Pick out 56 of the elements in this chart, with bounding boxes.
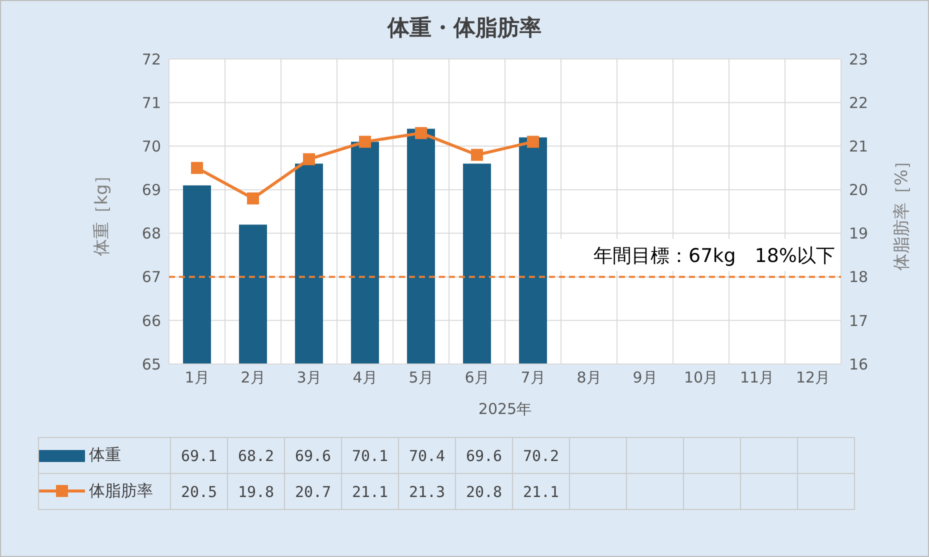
x-tick-label: 10月	[684, 368, 718, 387]
y2-tick-label: 23	[849, 50, 868, 68]
y2-tick-label: 18	[849, 268, 868, 286]
x-tick-label: 12月	[796, 368, 830, 387]
y2-tick-label: 21	[849, 137, 868, 156]
data-label: 68.2	[228, 438, 284, 474]
legend-label: 体脂肪率	[89, 480, 153, 502]
data-label: 70.2	[512, 438, 570, 474]
point	[471, 148, 483, 161]
y2-tick-label: 16	[849, 355, 868, 374]
y-tick-label: 65	[142, 355, 161, 374]
x-tick-label: 1月	[184, 368, 210, 387]
y-tick-label: 69	[142, 181, 161, 200]
y-tick-label: 70	[142, 137, 161, 156]
point	[247, 192, 259, 204]
x-tick-label: 2月	[240, 368, 266, 387]
x-tick-label: 4月	[352, 368, 378, 387]
data-label: 69.6	[284, 438, 342, 474]
y2-axis-title: 体脂肪率［%］	[892, 152, 912, 271]
x-tick-label: 7月	[520, 368, 546, 387]
data-label: 70.4	[398, 438, 456, 474]
y2-tick-label: 20	[849, 181, 868, 200]
y2-tick-label: 17	[849, 312, 868, 330]
data-label: 21.1	[342, 474, 398, 510]
point	[303, 153, 315, 166]
chart-title: 体重・体脂肪率	[386, 14, 542, 43]
data-label: 21.3	[398, 474, 456, 510]
data-label: 70.1	[342, 438, 398, 474]
y-axis-title: 体重［kg］	[92, 167, 112, 256]
point	[191, 162, 203, 174]
point	[359, 136, 371, 148]
data-label: 20.7	[284, 474, 342, 510]
point	[415, 127, 427, 140]
x-tick-label: 6月	[464, 368, 490, 387]
ref-line-label: 年間目標：67kg 18%以下	[594, 244, 835, 267]
data-label: 20.8	[456, 474, 512, 510]
legend-label: 体重	[89, 445, 121, 466]
y-tick-label: 71	[142, 94, 161, 112]
x-tick-label: 3月	[296, 368, 322, 387]
y-tick-label: 67	[142, 268, 161, 286]
y2-tick-label: 22	[849, 94, 868, 112]
x-tick-label: 11月	[740, 368, 774, 387]
data-label: 20.5	[170, 474, 228, 510]
data-label: 69.1	[170, 438, 228, 474]
x-tick-label: 8月	[576, 368, 602, 387]
y2-tick-label: 19	[849, 224, 868, 243]
x-tick-label: 9月	[632, 368, 658, 387]
x-axis-title: 2025年	[478, 400, 532, 418]
y-tick-label: 66	[142, 312, 161, 330]
point	[527, 136, 539, 148]
data-label: 19.8	[228, 474, 284, 510]
y-tick-label: 68	[142, 224, 161, 243]
data-label: 69.6	[456, 438, 512, 474]
y-tick-label: 72	[142, 50, 161, 68]
x-tick-label: 5月	[408, 368, 434, 387]
data-label: 21.1	[512, 474, 570, 510]
